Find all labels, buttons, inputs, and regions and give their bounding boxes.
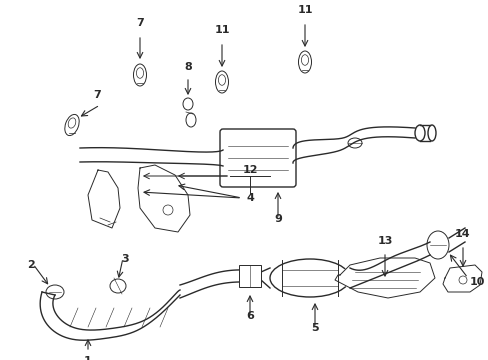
Text: 10: 10 [469,277,485,287]
Polygon shape [442,265,481,292]
Text: 7: 7 [93,90,101,100]
Text: 5: 5 [310,323,318,333]
Text: 4: 4 [245,193,253,203]
Text: 1: 1 [84,356,92,360]
Polygon shape [334,258,434,298]
Text: 6: 6 [245,311,253,321]
Text: 12: 12 [242,165,257,175]
Bar [239,265,261,287]
Text: 11: 11 [297,5,312,15]
Text: 2: 2 [27,260,35,270]
Polygon shape [88,170,120,228]
Ellipse shape [427,125,435,141]
Text: 11: 11 [214,25,229,35]
FancyBboxPatch shape [220,129,295,187]
Text: 3: 3 [121,254,128,264]
Text: 13: 13 [377,236,392,246]
Text: 9: 9 [273,214,282,224]
Text: 14: 14 [454,229,470,239]
Text: 8: 8 [184,62,191,72]
Text: 7: 7 [136,18,143,28]
Polygon shape [138,165,190,232]
